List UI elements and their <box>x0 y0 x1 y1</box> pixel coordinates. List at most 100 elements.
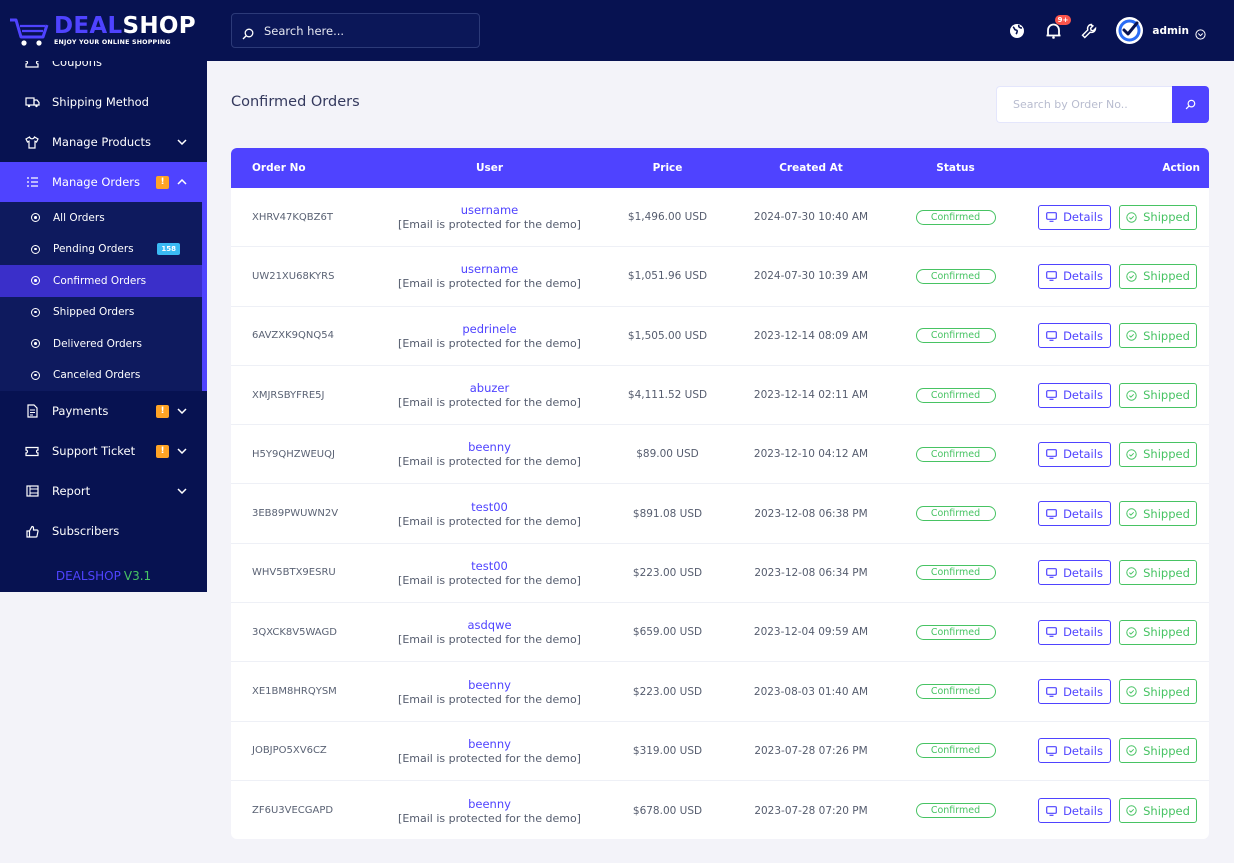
sidebar-subitem-delivered-orders[interactable]: Delivered Orders <box>0 328 202 360</box>
check-circle-icon <box>1126 567 1137 579</box>
shipped-button[interactable]: Shipped <box>1119 204 1197 230</box>
user-name-link[interactable]: username <box>460 203 519 218</box>
status-badge: Confirmed <box>915 268 996 284</box>
details-button[interactable]: Details <box>1038 738 1111 764</box>
user-cell: beenny [Email is protected for the demo] <box>364 440 615 468</box>
shipped-button[interactable]: Shipped <box>1119 323 1197 349</box>
shipped-button[interactable]: Shipped <box>1119 679 1197 705</box>
order-number: XHRV47KQBZ6T <box>252 211 333 223</box>
user-name-link[interactable]: beenny <box>468 677 511 692</box>
notification-bell-icon[interactable]: 9+ <box>1044 14 1072 40</box>
shipped-button-label: Shipped <box>1143 565 1190 580</box>
row-actions: Details Shipped <box>1009 501 1197 527</box>
wrench-icon[interactable] <box>1080 22 1098 40</box>
shipped-button-label: Shipped <box>1143 625 1190 640</box>
shipped-button[interactable]: Shipped <box>1119 619 1197 645</box>
order-number: UW21XU68KYRS <box>252 270 335 282</box>
order-search-button[interactable] <box>1172 86 1209 123</box>
shipped-button-label: Shipped <box>1143 210 1190 225</box>
shipped-button[interactable]: Shipped <box>1119 738 1197 764</box>
check-circle-icon <box>1126 745 1137 757</box>
order-search-input[interactable] <box>996 86 1172 123</box>
details-button[interactable]: Details <box>1038 619 1111 645</box>
details-button-label: Details <box>1063 803 1103 818</box>
user-name-link[interactable]: test00 <box>471 558 508 573</box>
shipped-button[interactable]: Shipped <box>1119 560 1197 586</box>
circle-dot-icon <box>31 339 40 349</box>
shipped-button[interactable]: Shipped <box>1119 263 1197 289</box>
column-header-price: Price <box>652 162 683 174</box>
details-button[interactable]: Details <box>1038 323 1111 349</box>
details-button[interactable]: Details <box>1038 501 1111 527</box>
order-created-at: 2024-07-30 10:39 AM <box>753 270 869 283</box>
details-button[interactable]: Details <box>1038 560 1111 586</box>
check-circle-icon <box>1126 805 1137 816</box>
table-row: XE1BM8HRQYSM beenny [Email is protected … <box>231 662 1209 722</box>
column-header-created-at: Created At <box>779 162 843 174</box>
sidebar-subitem-confirmed-orders[interactable]: Confirmed Orders <box>0 265 202 297</box>
orders-table-card: Order No User Price Created At Status Ac… <box>231 148 1209 839</box>
user-email: [Email is protected for the demo] <box>398 692 581 706</box>
avatar[interactable] <box>1116 17 1144 44</box>
details-button[interactable]: Details <box>1038 204 1111 230</box>
user-name-link[interactable]: test00 <box>471 499 508 514</box>
shipped-button[interactable]: Shipped <box>1119 798 1197 824</box>
user-name-link[interactable]: abuzer <box>469 381 510 396</box>
order-price: $89.00 USD <box>636 448 699 461</box>
row-actions: Details Shipped <box>1009 679 1197 705</box>
search-icon[interactable] <box>242 25 254 39</box>
shipped-button[interactable]: Shipped <box>1119 382 1197 408</box>
report-icon <box>24 483 40 499</box>
table-row: XMJRSBYFRE5J abuzer [Email is protected … <box>231 366 1209 426</box>
action-cell: Details Shipped <box>1009 441 1209 467</box>
user-cell: asdqwe [Email is protected for the demo] <box>364 618 615 646</box>
shipped-button[interactable]: Shipped <box>1119 501 1197 527</box>
details-button[interactable]: Details <box>1038 798 1111 824</box>
user-name-link[interactable]: username <box>460 262 519 277</box>
chevron-down-circle-icon[interactable] <box>1195 25 1206 40</box>
sidebar-item-label: Report <box>52 484 91 498</box>
shipped-button[interactable]: Shipped <box>1119 441 1197 467</box>
sidebar-subitem-shipped-orders[interactable]: Shipped Orders <box>0 297 202 329</box>
sidebar-item-label: Manage Orders <box>52 175 141 189</box>
user-email: [Email is protected for the demo] <box>398 455 581 469</box>
sidebar-item-support-ticket[interactable]: Support Ticket ! <box>0 431 207 471</box>
order-number: H5Y9QHZWEUQJ <box>252 448 335 460</box>
warning-badge: ! <box>156 444 169 458</box>
sidebar-subitem-all-orders[interactable]: All Orders <box>0 202 202 234</box>
details-button[interactable]: Details <box>1038 382 1111 408</box>
sidebar-item-manage-orders[interactable]: Manage Orders ! <box>0 162 207 202</box>
user-email: [Email is protected for the demo] <box>398 811 581 825</box>
action-cell: Details Shipped <box>1009 263 1209 289</box>
sidebar-item-payments[interactable]: Payments ! <box>0 391 207 431</box>
user-name-link[interactable]: beenny <box>468 736 511 751</box>
details-button[interactable]: Details <box>1038 263 1111 289</box>
order-search <box>996 86 1209 123</box>
user-name-link[interactable]: asdqwe <box>467 618 512 633</box>
circle-dot-icon <box>31 213 40 223</box>
order-created-at: 2023-12-14 02:11 AM <box>753 389 869 402</box>
order-created-at: 2023-12-08 06:38 PM <box>754 507 868 520</box>
user-name-link[interactable]: pedrinele <box>462 321 517 336</box>
sidebar-item-shipping-method[interactable]: Shipping Method <box>0 82 207 122</box>
status-badge: Confirmed <box>915 803 996 819</box>
monitor-icon <box>1046 390 1057 400</box>
brand-logo[interactable]: DEALSHOP ENJOY YOUR ONLINE SHOPPING <box>0 0 207 61</box>
details-button[interactable]: Details <box>1038 441 1111 467</box>
global-search-input[interactable] <box>264 23 464 38</box>
shirt-icon <box>24 134 40 150</box>
sidebar-item-subscribers[interactable]: Subscribers <box>0 511 207 551</box>
user-name-link[interactable]: beenny <box>468 796 511 811</box>
user-email: [Email is protected for the demo] <box>398 514 581 528</box>
user-name-link[interactable]: beenny <box>468 440 511 455</box>
brand-text: DEALSHOP ENJOY YOUR ONLINE SHOPPING <box>54 14 196 46</box>
sidebar-subitem-canceled-orders[interactable]: Canceled Orders <box>0 360 202 392</box>
status-cell: Confirmed <box>902 328 1009 344</box>
circle-dot-icon <box>31 276 40 286</box>
sidebar-subitem-pending-orders[interactable]: Pending Orders 158 <box>0 234 202 266</box>
sidebar-item-manage-products[interactable]: Manage Products <box>0 122 207 162</box>
sidebar-item-report[interactable]: Report <box>0 471 207 511</box>
admin-username[interactable]: admin <box>1152 24 1189 37</box>
details-button[interactable]: Details <box>1038 679 1111 705</box>
globe-icon[interactable] <box>1008 22 1026 40</box>
